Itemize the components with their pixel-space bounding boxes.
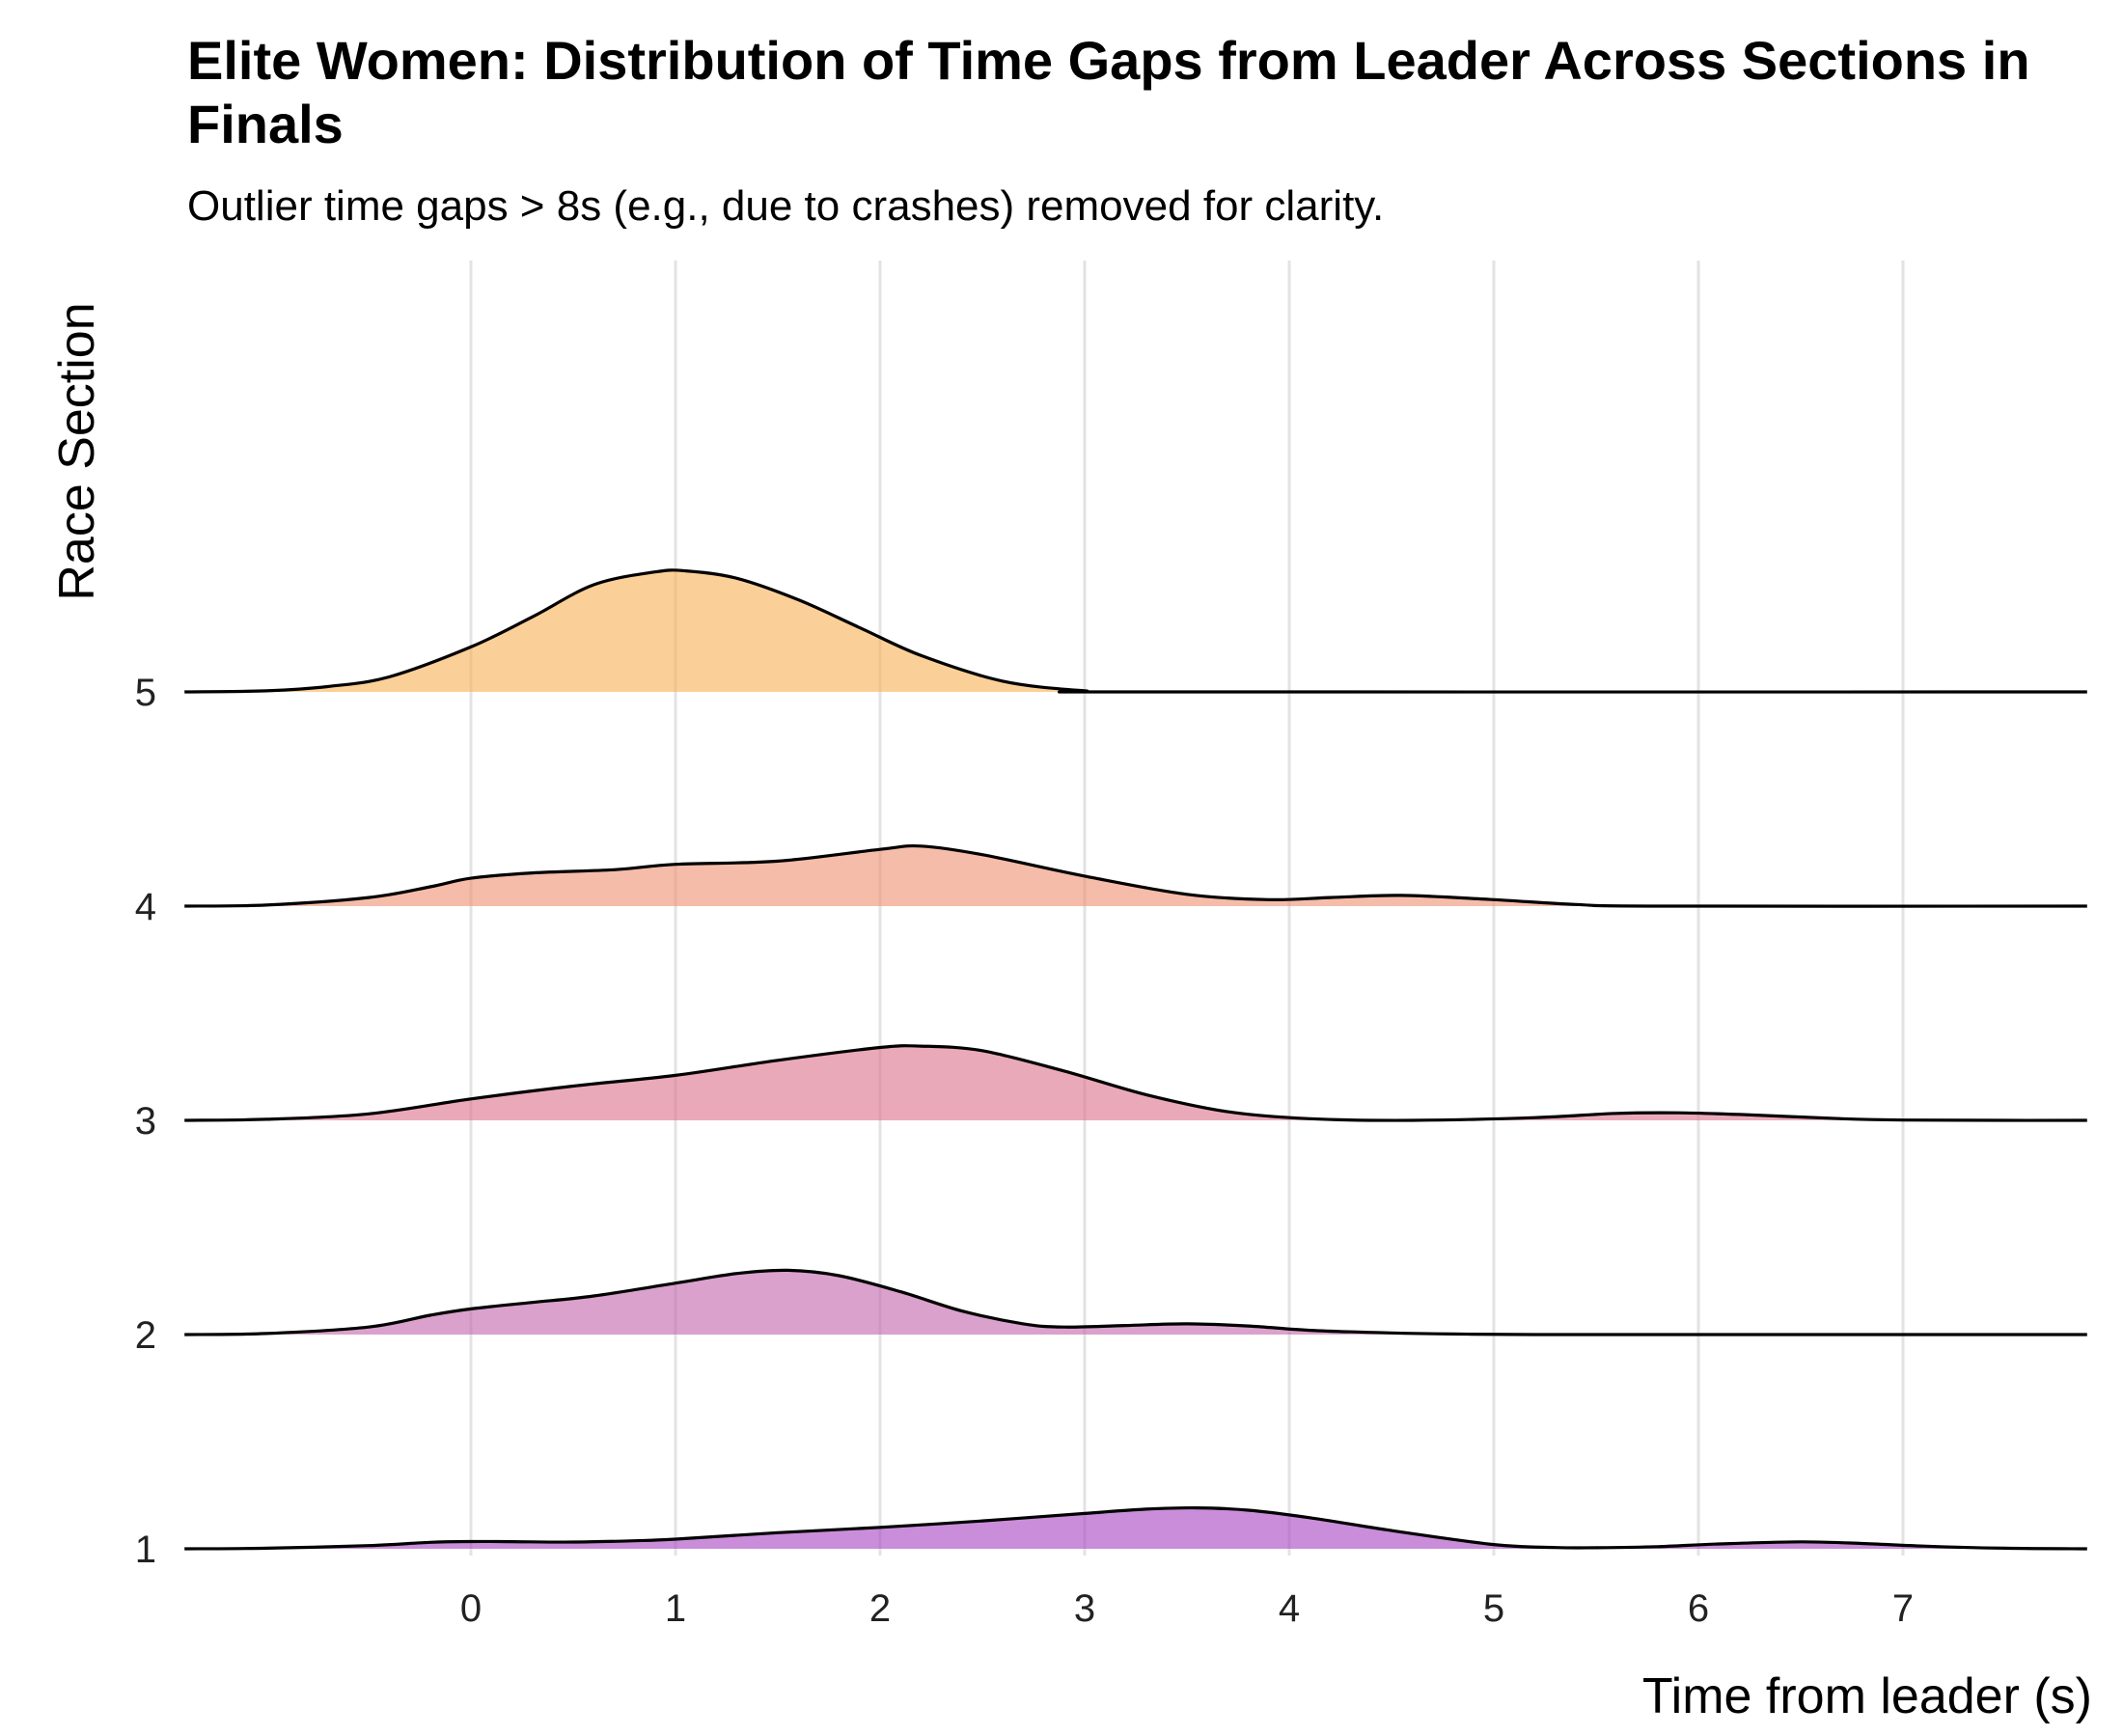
x-tick-label: 7	[1892, 1587, 1914, 1630]
y-axis-label: Race Section	[49, 302, 105, 600]
x-tick-labels: 0 1 2 3 4 5 6 7	[460, 1587, 1914, 1630]
chart-title: Elite Women: Distribution of Time Gaps f…	[187, 30, 2030, 154]
ridge-fill-section-3	[184, 1045, 2087, 1121]
y-tick-label: 5	[135, 672, 156, 714]
ridge-outline-section-2	[184, 1268, 2087, 1336]
y-tick-label: 3	[135, 1100, 156, 1143]
ridge-outline-section-5	[184, 568, 2087, 694]
x-tick-label: 6	[1688, 1587, 1709, 1630]
y-tick-label: 2	[135, 1314, 156, 1357]
ridge-fill-section-4	[184, 845, 2087, 907]
y-tick-labels: 5 4 3 2 1	[135, 672, 156, 1571]
x-tick-label: 5	[1483, 1587, 1504, 1630]
y-tick-label: 4	[135, 886, 156, 928]
x-tick-label: 2	[869, 1587, 891, 1630]
ridge-fill-section-5	[184, 569, 2087, 693]
grid-lines	[469, 261, 1905, 1556]
x-tick-label: 0	[460, 1587, 482, 1630]
x-tick-label: 4	[1279, 1587, 1300, 1630]
x-axis-label: Time from leader (s)	[1642, 1668, 2092, 1724]
ridge-layers	[184, 568, 2087, 1551]
ridge-fill-section-1	[184, 1507, 2087, 1549]
x-tick-label: 3	[1074, 1587, 1095, 1630]
ridge-outline-section-1	[184, 1505, 2087, 1551]
ridge-outline-section-4	[184, 843, 2087, 908]
chart-subtitle: Outlier time gaps > 8s (e.g., due to cra…	[187, 182, 1385, 230]
x-tick-label: 1	[665, 1587, 686, 1630]
ridge-outline-section-3	[184, 1044, 2087, 1122]
y-tick-label: 1	[135, 1529, 156, 1571]
